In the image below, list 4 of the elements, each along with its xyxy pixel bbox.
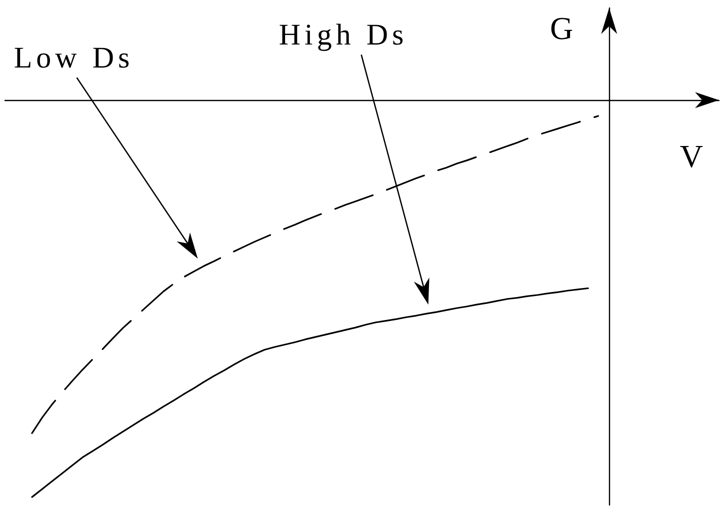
text: High Ds [278, 18, 408, 52]
y-axis-title: G [550, 10, 574, 46]
text: Low Ds [14, 42, 134, 75]
x-axis-title: V [680, 138, 703, 174]
